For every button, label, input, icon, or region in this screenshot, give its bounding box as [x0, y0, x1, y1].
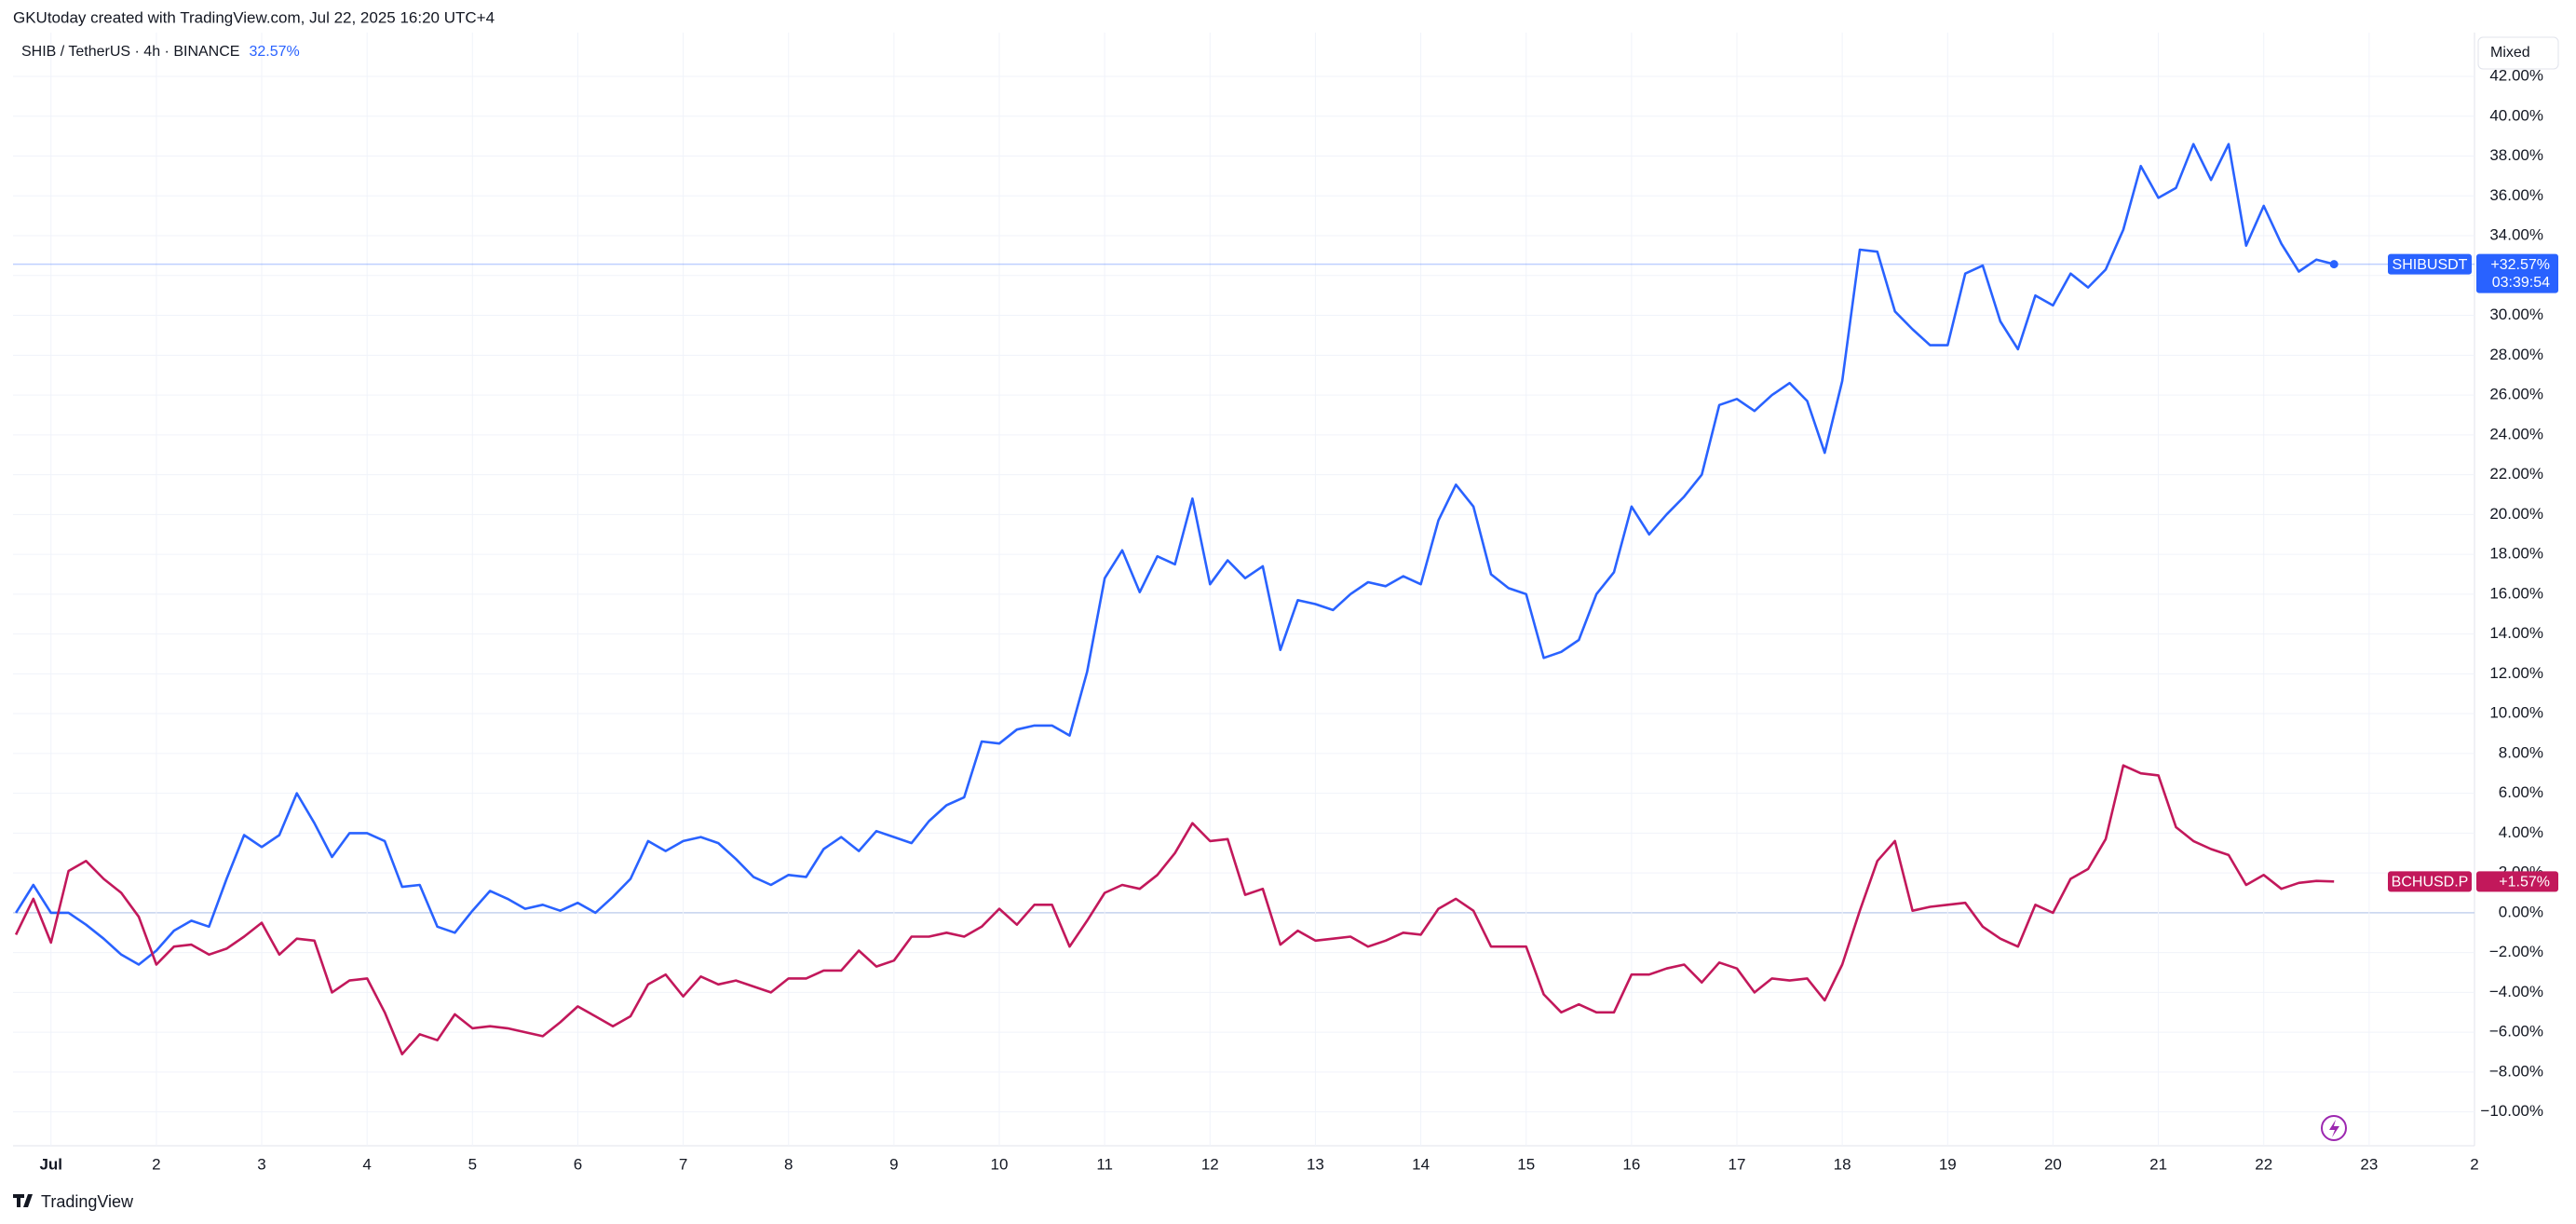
- last-point: [2329, 260, 2339, 269]
- header-change: 32.57%: [249, 44, 299, 60]
- y-tick-label: 28.00%: [2489, 346, 2543, 363]
- legend-header: SHIB / TetherUS · 4h · BINANCE 32.57%: [21, 44, 300, 60]
- y-tick-label: −8.00%: [2489, 1062, 2543, 1080]
- x-tick-label: 14: [1412, 1155, 1430, 1173]
- axes: −10.00%−8.00%−6.00%−4.00%−2.00%0.00%2.00…: [39, 67, 2543, 1174]
- y-tick-label: 42.00%: [2489, 67, 2543, 85]
- x-tick-label: 21: [2149, 1155, 2167, 1173]
- y-tick-label: 38.00%: [2489, 146, 2543, 164]
- y-tick-label: 26.00%: [2489, 386, 2543, 403]
- x-tick-label: 5: [468, 1155, 477, 1173]
- x-tick-label: 9: [889, 1155, 898, 1173]
- x-tick-label: 18: [1834, 1155, 1851, 1173]
- x-tick-label: 2: [152, 1155, 160, 1173]
- x-tick-label: 22: [2255, 1155, 2272, 1173]
- last-value-label: +1.57%: [2499, 875, 2550, 891]
- y-tick-label: 14.00%: [2489, 624, 2543, 642]
- series-line: [14, 764, 2335, 1055]
- x-tick-label: 3: [257, 1155, 265, 1173]
- y-tick-label: 36.00%: [2489, 186, 2543, 204]
- y-tick-label: 40.00%: [2489, 106, 2543, 124]
- y-tick-label: 12.00%: [2489, 664, 2543, 682]
- x-tick-label: 4: [362, 1155, 371, 1173]
- y-tick-label: 22.00%: [2489, 465, 2543, 483]
- x-tick-label: 12: [1201, 1155, 1219, 1173]
- x-tick-label: 2: [2470, 1155, 2478, 1173]
- countdown: 03:39:54: [2492, 275, 2550, 291]
- mode-button[interactable]: [2477, 36, 2559, 70]
- last-value-box: [2476, 253, 2558, 293]
- y-tick-label: 10.00%: [2489, 704, 2543, 722]
- last-value-labels: SHIBUSDT +32.57% 03:39:54 BCHUSD.P +1.57%: [2329, 253, 2558, 892]
- x-tick-label: 13: [1307, 1155, 1324, 1173]
- y-tick-label: 0.00%: [2499, 903, 2543, 920]
- series-name-box: [2388, 253, 2472, 275]
- x-tick-label: 6: [574, 1155, 582, 1173]
- series-name-box: [2388, 871, 2472, 892]
- y-tick-label: −10.00%: [2480, 1102, 2543, 1120]
- x-tick-label: 23: [2360, 1155, 2378, 1173]
- y-tick-label: −2.00%: [2489, 943, 2543, 960]
- y-tick-label: 4.00%: [2499, 823, 2543, 841]
- y-tick-label: −4.00%: [2489, 983, 2543, 1000]
- last-value-box: [2476, 871, 2558, 892]
- lightning-icon[interactable]: [2321, 1115, 2347, 1141]
- x-tick-label: 20: [2044, 1155, 2062, 1173]
- x-tick-label: 8: [784, 1155, 793, 1173]
- y-tick-label: 24.00%: [2489, 425, 2543, 442]
- x-tick-label: 17: [1729, 1155, 1746, 1173]
- y-tick-label: −6.00%: [2489, 1023, 2543, 1040]
- x-tick-label: 15: [1517, 1155, 1535, 1173]
- x-tick-label: 19: [1939, 1155, 1957, 1173]
- y-tick-label: 34.00%: [2489, 226, 2543, 244]
- series-line: [14, 143, 2335, 966]
- last-value-label: +32.57%: [2490, 257, 2550, 273]
- x-tick-label: 16: [1622, 1155, 1640, 1173]
- y-tick-label: 18.00%: [2489, 545, 2543, 563]
- x-tick-label: 11: [1096, 1155, 1113, 1173]
- series-name: SHIBUSDT: [2393, 257, 2468, 273]
- series-name: BCHUSD.P: [2392, 875, 2469, 891]
- brand: TradingView: [41, 1192, 134, 1211]
- lightning-glyph: [2329, 1120, 2339, 1137]
- y-tick-label: 6.00%: [2499, 783, 2543, 801]
- y-tick-label: 16.00%: [2489, 584, 2543, 602]
- x-tick-label: 10: [991, 1155, 1009, 1173]
- x-tick-label: Jul: [39, 1155, 62, 1173]
- brand-logo: [13, 1194, 33, 1207]
- credit: GKUtoday created with TradingView.com, J…: [13, 8, 495, 26]
- y-tick-label: 20.00%: [2489, 505, 2543, 523]
- series-lines: [14, 143, 2335, 1055]
- y-tick-label: 8.00%: [2499, 743, 2543, 761]
- mode-button-label[interactable]: Mixed: [2490, 45, 2530, 61]
- symbol: SHIB / TetherUS · 4h · BINANCE: [21, 44, 239, 60]
- x-tick-label: 7: [679, 1155, 687, 1173]
- y-tick-label: 30.00%: [2489, 306, 2543, 323]
